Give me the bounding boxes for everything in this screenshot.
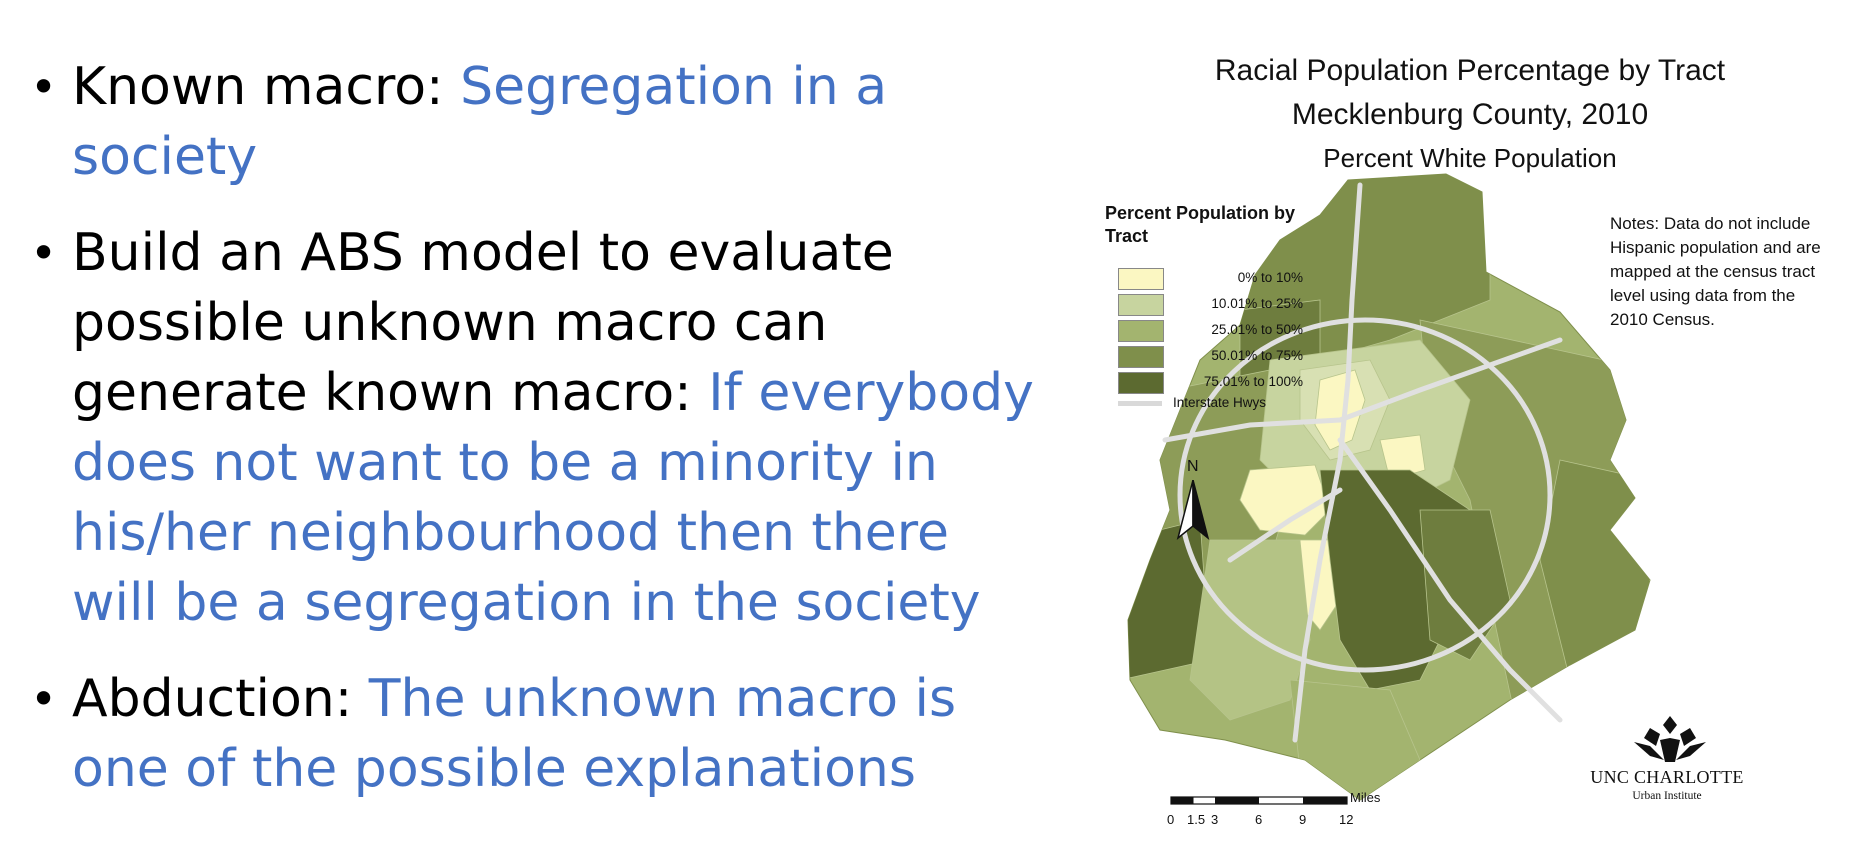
bullet-dot: • [30,226,58,280]
legend-swatch [1118,372,1164,394]
unc-charlotte-crown-icon [1634,716,1706,762]
legend-title: Percent Population by Tract [1105,203,1296,246]
map-subtitle: Percent White Population [1323,143,1617,173]
bullet-prefix: Abduction: [72,669,369,729]
bullet-abs-model: • Build an ABS model to evaluate possibl… [30,218,1040,638]
interstate-highways [1162,182,1563,743]
bullet-dot: • [30,672,58,726]
map-notes: Notes: Data do not include Hispanic popu… [1610,214,1821,329]
north-arrow-icon [1176,480,1210,540]
bullet-prefix: Known macro: [72,57,461,117]
legend-label: 10.01% to 25% [1211,296,1303,311]
map-title: Racial Population Percentage by Tract [1214,54,1726,87]
legend-swatch [1118,294,1164,316]
bullet-abduction: • Abduction: The unknown macro is one of… [30,664,1040,804]
tract-zone-yellow-strip [1239,464,1331,536]
legend-swatch [1118,346,1164,368]
legend-highway-label: Interstate Hwys [1173,395,1267,410]
scale-tick: 1.5 [1187,812,1206,827]
scale-tick: 12 [1339,812,1354,827]
scale-tick: 6 [1255,812,1263,827]
legend-label: 50.01% to 75% [1211,348,1303,363]
scale-tick: 3 [1211,812,1219,827]
legend-label: 0% to 10% [1237,270,1303,285]
legend-highway-swatch [1118,401,1162,406]
tract-zone-yellow-east [1379,434,1426,481]
bullet-dot: • [30,60,58,114]
logo-subtitle: Urban Institute [1632,790,1702,802]
bullet-highlight: If everybody does not want to be a minor… [72,363,1034,633]
legend-label: 75.01% to 100% [1203,374,1303,389]
bullet-list: • Known macro: Segregation in a society … [30,52,1040,830]
bullet-known-macro: • Known macro: Segregation in a society [30,52,1040,192]
tract-zone-south-mid [1419,509,1511,661]
map-title-county: Mecklenburg County, 2010 [1291,98,1649,131]
county-map [1127,173,1651,801]
north-label: N [1187,458,1199,475]
logo-name: UNC CHARLOTTE [1590,767,1744,787]
scale-unit: Miles [1350,790,1381,805]
legend-label: 25.01% to 50% [1211,322,1303,337]
tract-zone-core-yellow [1314,369,1366,451]
bullet-highlight: The unknown macro is one of the possible… [72,669,957,799]
bullet-highlight: Segregation in a society [72,57,888,187]
map-figure: Racial Population Percentage by Tract Me… [1090,40,1850,840]
scale-tick: 9 [1299,812,1307,827]
legend-swatch [1118,268,1164,290]
legend-swatch [1118,320,1164,342]
scale-tick: 0 [1167,812,1175,827]
scale-bar [1170,796,1348,805]
bullet-prefix: Build an ABS model to evaluate possible … [72,223,894,423]
